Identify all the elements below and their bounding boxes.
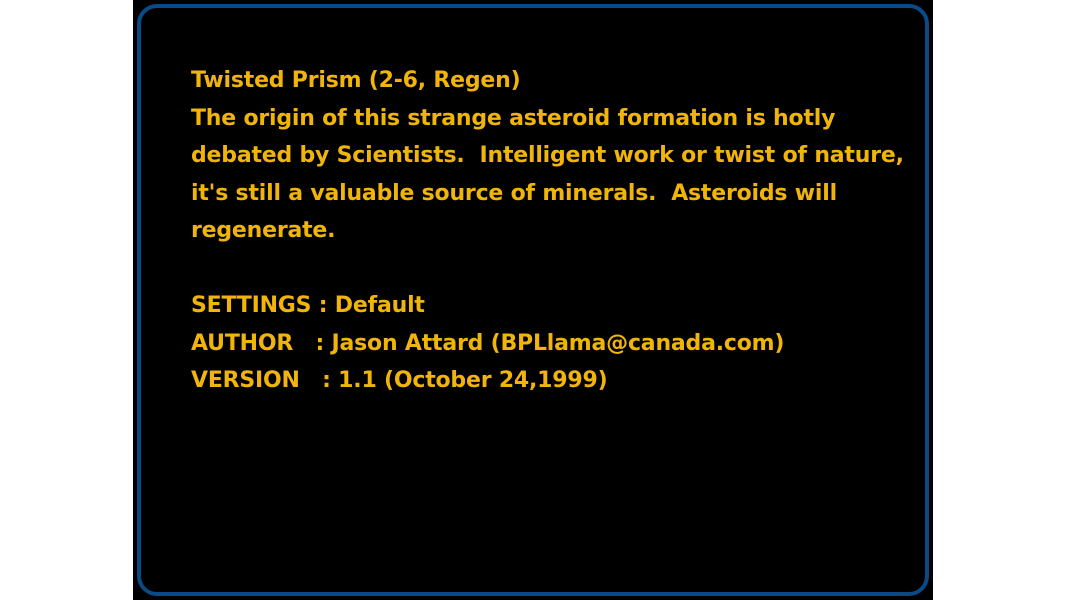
map-title: Twisted Prism (2-6, Regen): [191, 68, 521, 93]
spacer: [191, 250, 911, 288]
map-info-panel: Twisted Prism (2-6, Regen) The origin of…: [133, 0, 933, 600]
description-line-3: it's still a valuable source of minerals…: [191, 180, 837, 206]
author-line: AUTHOR : Jason Attard (BPLlama@canada.co…: [191, 330, 785, 356]
description-line-1: The origin of this strange asteroid form…: [191, 105, 836, 131]
version-line: VERSION : 1.1 (October 24,1999): [191, 368, 608, 393]
settings-line: SETTINGS : Default: [191, 293, 425, 318]
description-line-4: regenerate.: [191, 218, 336, 243]
description-line-2: debated by Scientists. Intelligent work …: [191, 143, 904, 168]
panel-frame: Twisted Prism (2-6, Regen) The origin of…: [137, 4, 929, 596]
map-description-text: Twisted Prism (2-6, Regen) The origin of…: [191, 62, 911, 400]
